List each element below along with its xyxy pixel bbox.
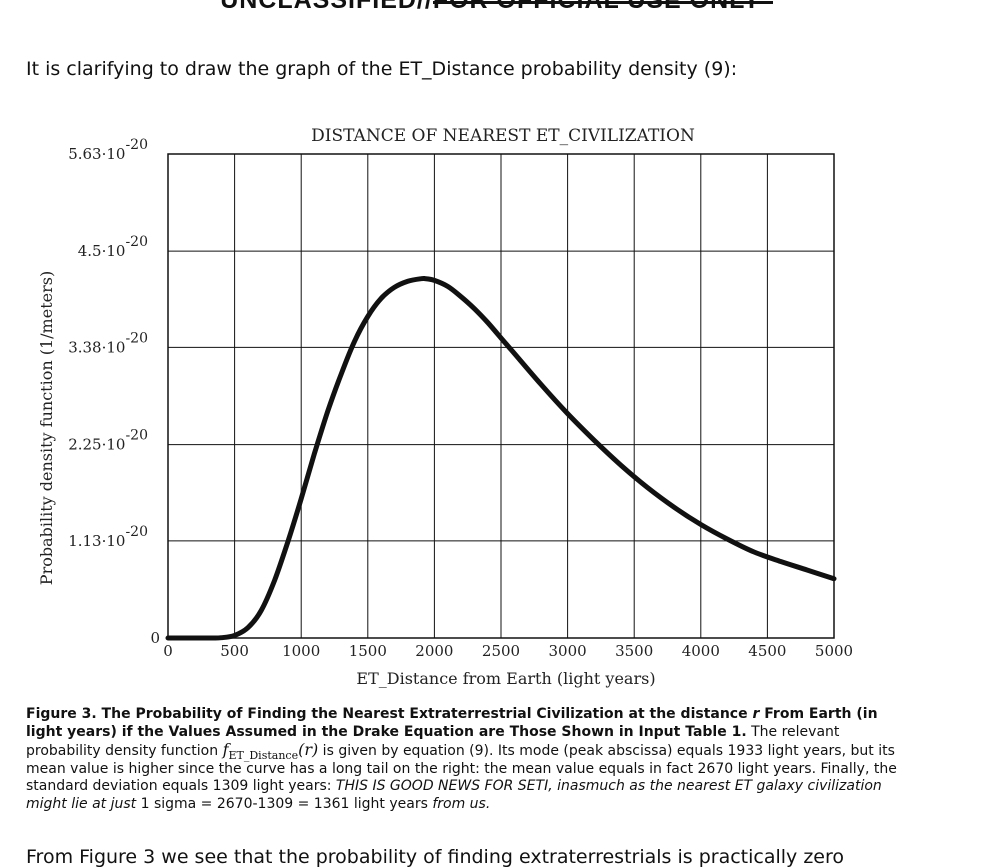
x-tick-label: 5000 [815, 642, 853, 660]
caption-text-2: is given by equation (9). Its mode (peak… [26, 743, 897, 794]
x-tick-label: 1500 [349, 642, 387, 660]
x-tick-label: 4500 [748, 642, 786, 660]
chart-grid [167, 153, 835, 639]
distance-pdf-chart: DISTANCE OF NEAREST ET_CIVILIZATION 0 1.1… [37, 126, 853, 688]
pdf-curve [165, 275, 837, 641]
x-tick-label: 4000 [682, 642, 720, 660]
y-tick-exponent: -20 [125, 137, 148, 153]
y-tick-label: 0 [150, 629, 160, 647]
y-tick-labels: 0 1.13·10-20 2.25·10-20 3.38·10-20 4.5·10-20… [68, 137, 160, 647]
y-tick-exponent: -20 [125, 234, 148, 250]
y-tick-label: 3.38·10-20 [68, 330, 148, 356]
caption-text-1: The relevant probability density functio… [26, 723, 840, 760]
figure-caption: Figure 3. The Probability of Finding the… [26, 706, 906, 813]
caption-text-3: 1 sigma = 2670-1309 = 1361 light years [136, 795, 433, 812]
x-tick-label: 500 [220, 642, 249, 660]
y-tick-label: 5.63·10-20 [68, 137, 148, 163]
x-tick-labels: 0 500 1000 1500 2000 2500 3000 3500 4000 4500 5000 [163, 642, 853, 660]
banner-strikethrough: FOR OFFICIAL USE ONLY [433, 0, 761, 14]
caption-f-symbol: f [222, 740, 229, 759]
x-tick-label: 2500 [482, 642, 520, 660]
y-axis-label: Probability density function (1/meters) [37, 271, 56, 585]
caption-italic-1: THIS IS GOOD NEWS FOR SETI, inasmuch as … [26, 778, 882, 812]
classification-banner: UNCLASSIFIED//FOR OFFICIAL USE ONLY [0, 0, 981, 15]
y-tick-label: 1.13·10-20 [68, 524, 148, 550]
caption-bold-lead: Figure 3. The Probability of Finding the… [26, 706, 753, 722]
y-tick-label: 2.25·10-20 [68, 428, 148, 454]
y-tick-exponent: -20 [125, 524, 148, 540]
banner-left: UNCLASSIFIED// [220, 0, 433, 14]
y-tick-exponent: -20 [125, 330, 148, 346]
caption-f-subscript: ET_Distance [228, 749, 299, 762]
y-tick-exponent: -20 [125, 428, 148, 444]
caption-f-arg: (r) [298, 740, 319, 759]
y-tick-label: 4.5·10-20 [78, 234, 148, 260]
caption-bold-rest: From Earth (in light years) if the Value… [26, 706, 878, 740]
plot-frame [167, 153, 835, 639]
intro-text: It is clarifying to draw the graph of th… [26, 58, 738, 80]
x-tick-label: 1000 [282, 642, 320, 660]
bottom-text: From Figure 3 we see that the probabilit… [26, 846, 845, 868]
caption-italic-2: from us. [432, 795, 491, 812]
x-tick-label: 3000 [549, 642, 587, 660]
caption-bold-r: r [752, 706, 760, 722]
x-tick-label: 0 [163, 642, 173, 660]
x-tick-label: 3500 [615, 642, 653, 660]
chart-title: DISTANCE OF NEAREST ET_CIVILIZATION [311, 126, 695, 146]
x-tick-label: 2000 [415, 642, 453, 660]
x-axis-label: ET_Distance from Earth (light years) [356, 669, 655, 688]
